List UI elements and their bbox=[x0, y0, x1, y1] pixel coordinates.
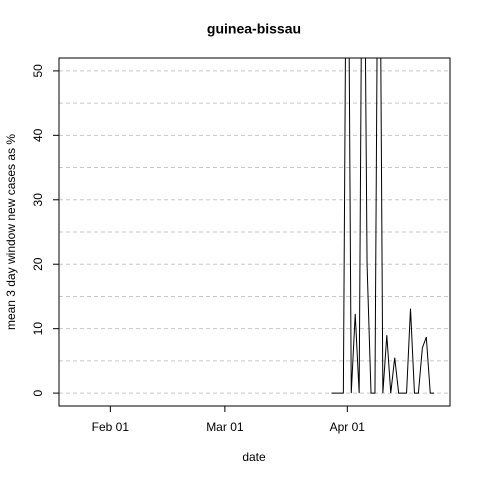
y-tick-label: 10 bbox=[31, 322, 45, 336]
plot-area bbox=[331, 58, 435, 394]
y-tick-label: 30 bbox=[31, 193, 45, 207]
y-tick-label: 0 bbox=[31, 389, 45, 396]
chart-title: guinea-bissau bbox=[207, 21, 301, 37]
line-series bbox=[331, 58, 435, 394]
grid bbox=[59, 70, 450, 394]
x-axis-label: date bbox=[242, 450, 266, 464]
x-tick-label: Apr 01 bbox=[330, 420, 366, 434]
y-tick-label: 40 bbox=[31, 128, 45, 142]
y-tick-label: 50 bbox=[31, 64, 45, 78]
x-tick-label: Mar 01 bbox=[206, 420, 244, 434]
x-tick-label: Feb 01 bbox=[92, 420, 130, 434]
y-tick-label: 20 bbox=[31, 257, 45, 271]
y-axis-label: mean 3 day window new cases as % bbox=[4, 134, 18, 330]
plot-frame bbox=[58, 57, 451, 407]
